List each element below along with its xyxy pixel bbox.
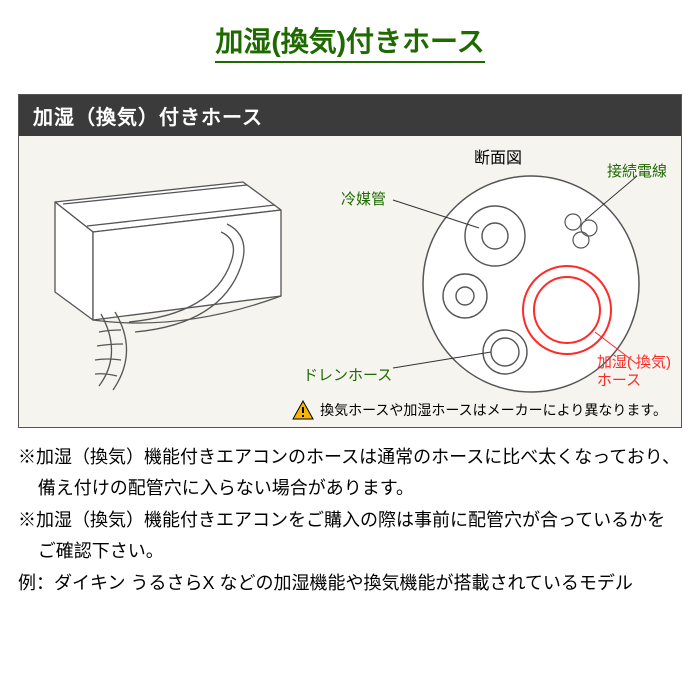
figure-header: 加湿（換気）付きホース [19,95,681,136]
note-1: ※加湿（換気）機能付きエアコンのホースは通常のホースに比べ太くなっており、備え付… [18,442,682,503]
label-connector: 接続電線 [607,160,667,181]
warning-text: 換気ホースや加湿ホースはメーカーにより異なります。 [320,400,667,420]
cross-section-title: 断面図 [474,144,522,168]
note-example: 例：ダイキン うるさらX などの加湿機能や換気機能が搭載されているモデル [18,568,682,599]
page-title-text: 加湿(換気)付きホース [215,26,484,63]
warning-icon [292,400,314,420]
warning-row: 換気ホースや加湿ホースはメーカーにより異なります。 [292,400,667,420]
label-drain: ドレンホース [303,364,392,385]
label-refrigerant: 冷媒管 [341,188,386,209]
label-humidify-line2: ホース [597,372,641,389]
label-humidify-line1: 加湿( 換気) [597,354,671,371]
label-humidify: 加湿( 換気) ホース [597,354,671,390]
note-2: ※加湿（換気）機能付きエアコンをご購入の際は事前に配管穴が合っているかをご確認下… [18,505,682,566]
page-title: 加湿(換気)付きホース [18,20,682,66]
ac-unit-illustration [43,174,313,409]
figure-box: 加湿（換気）付きホース [18,94,682,428]
ac-unit-svg [43,174,313,404]
cross-section: 断面図 [333,146,663,413]
notes-block: ※加湿（換気）機能付きエアコンのホースは通常のホースに比べ太くなっており、備え付… [18,442,682,599]
figure-body: 断面図 [19,136,681,426]
